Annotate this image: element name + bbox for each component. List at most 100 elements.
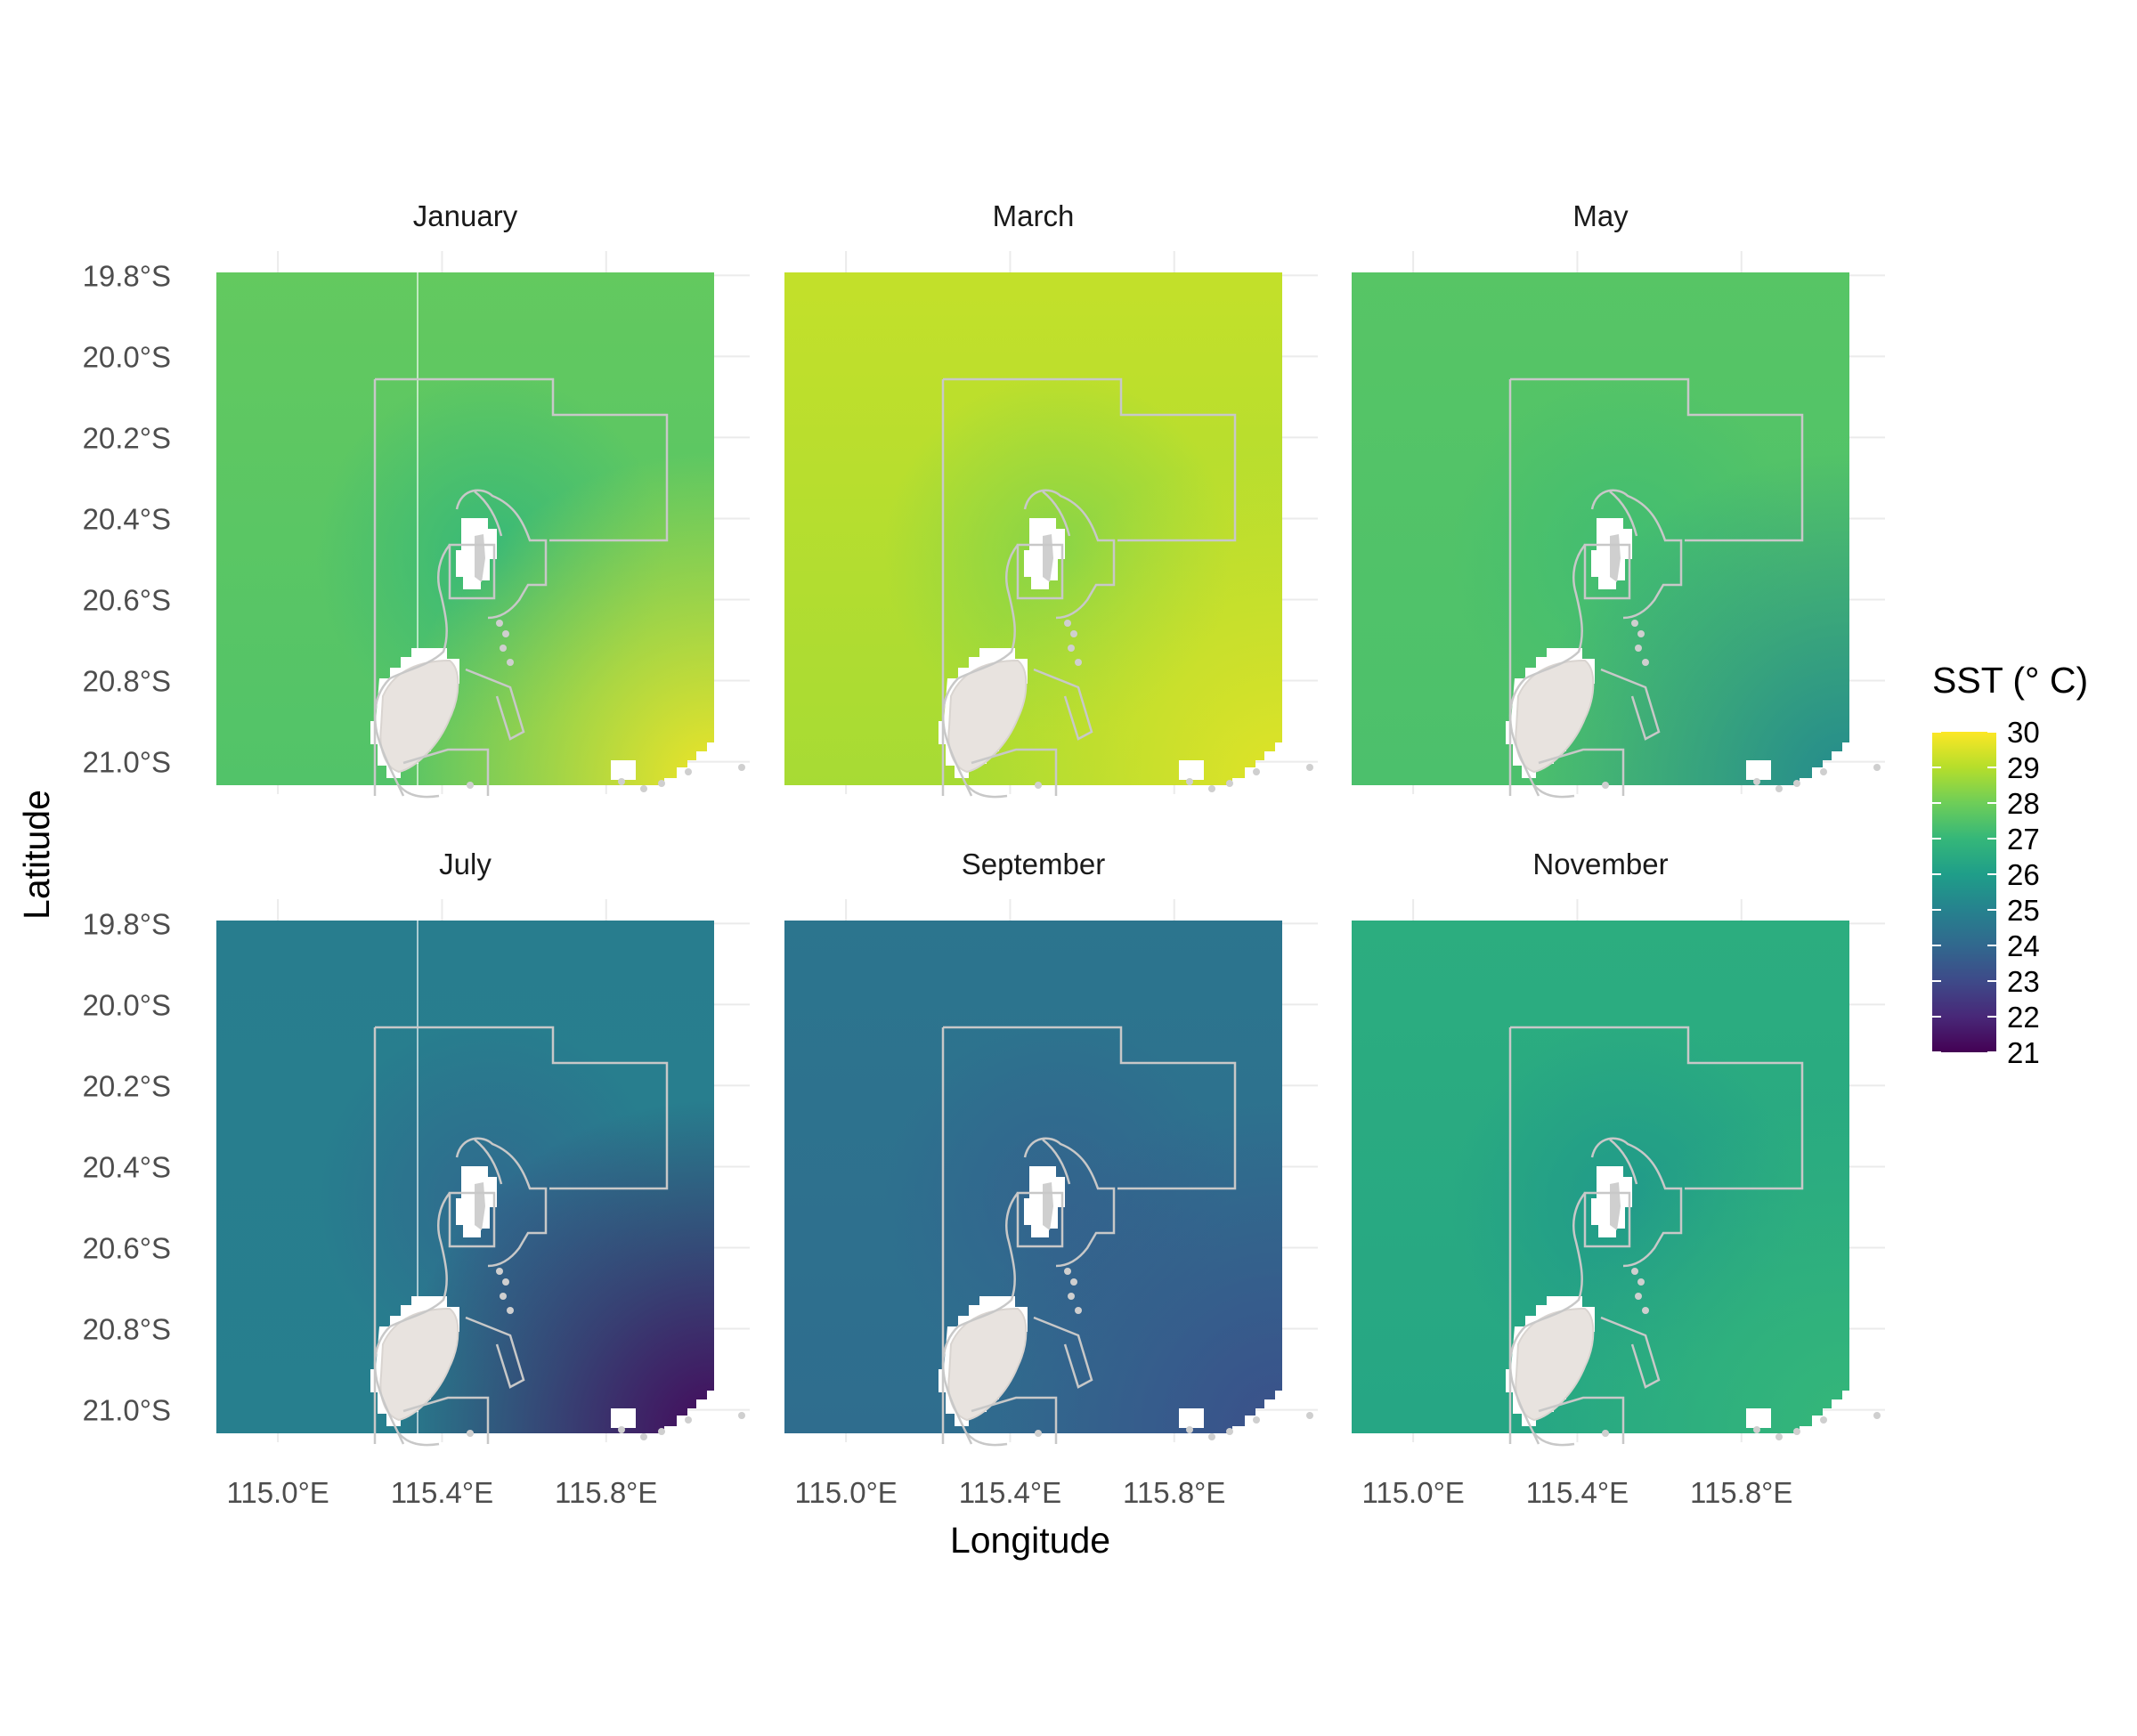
islets <box>1602 1268 1881 1440</box>
y-tick-label: 20.4°S <box>83 1150 171 1183</box>
islet <box>1306 764 1313 771</box>
zone-boundary <box>1600 1316 1661 1389</box>
islet <box>500 1293 507 1300</box>
marine-park-boundary <box>375 1026 669 1190</box>
land <box>938 1166 1204 1428</box>
zone-boundary <box>971 748 1058 796</box>
zone-boundary <box>398 1432 440 1447</box>
y-tick-label: 21.0°S <box>83 1394 171 1427</box>
zone-boundary <box>1023 1137 1116 1268</box>
islet <box>1068 1293 1075 1300</box>
islet <box>1064 1268 1071 1275</box>
boundaries <box>941 1026 1237 1447</box>
islet <box>467 782 474 789</box>
boundaries <box>941 377 1237 799</box>
islet <box>1820 1416 1827 1424</box>
y-tick-label: 20.6°S <box>83 583 171 616</box>
zone-boundary <box>1042 491 1071 537</box>
zone-boundary <box>448 1191 496 1248</box>
y-tick-label: 20.4°S <box>83 502 171 535</box>
islet <box>640 1433 647 1440</box>
islet <box>738 764 745 771</box>
zone-boundary <box>474 1139 503 1185</box>
zone-boundary <box>1016 543 1064 600</box>
islet-mask <box>611 760 636 780</box>
islet <box>1070 630 1077 637</box>
small-island-land <box>1043 1182 1053 1230</box>
legend-tick-label: 27 <box>2007 823 2040 856</box>
islet <box>1186 1426 1193 1433</box>
panel-title: January <box>413 199 518 232</box>
zone-boundary <box>373 1192 451 1445</box>
islet <box>1637 1278 1645 1286</box>
zone-boundary <box>966 784 1008 799</box>
islet <box>502 630 509 637</box>
islet-mask <box>1746 1408 1771 1428</box>
islet <box>467 1430 474 1437</box>
islet <box>1186 778 1193 785</box>
islet <box>1775 1433 1783 1440</box>
zone-boundary <box>1583 1191 1631 1248</box>
legend-tick-label: 22 <box>2007 1001 2040 1034</box>
boundaries <box>1508 1026 1804 1447</box>
x-tick-label: 115.8°E <box>555 1476 657 1509</box>
zone-boundary <box>1033 1316 1093 1389</box>
legend-tick-label: 21 <box>2007 1036 2040 1069</box>
y-tick-label: 20.6°S <box>83 1231 171 1264</box>
legend-tick-label: 29 <box>2007 751 2040 784</box>
legend-tick-label: 24 <box>2007 929 2040 962</box>
small-island-land <box>1610 1182 1621 1230</box>
zone-boundary <box>1533 784 1575 799</box>
islet <box>1642 1307 1649 1314</box>
legend-colorbar <box>1932 732 1996 1052</box>
y-tick-label: 20.0°S <box>83 988 171 1021</box>
islet-mask <box>1179 760 1204 780</box>
islet <box>685 1416 692 1424</box>
y-tick-label: 19.8°S <box>83 259 171 292</box>
islet <box>1226 780 1233 787</box>
islets <box>1035 620 1313 792</box>
islet <box>1208 785 1215 792</box>
zone-boundary <box>1538 1396 1625 1444</box>
zone-boundary <box>1533 1432 1575 1447</box>
islet <box>1873 764 1881 771</box>
islet <box>640 785 647 792</box>
y-tick-label: 20.2°S <box>83 1069 171 1102</box>
zone-boundary <box>402 1396 490 1444</box>
y-tick-label: 20.8°S <box>83 665 171 698</box>
marine-park-boundary <box>375 377 669 542</box>
islet <box>502 1278 509 1286</box>
islet <box>1631 620 1638 627</box>
y-tick-label: 21.0°S <box>83 746 171 779</box>
panel-november: November <box>1352 848 1885 1447</box>
panel-march: March <box>784 199 1318 799</box>
y-tick-label: 20.8°S <box>83 1313 171 1346</box>
panel-title: July <box>439 848 492 880</box>
zone-boundary <box>1538 748 1625 796</box>
islet <box>1635 1293 1642 1300</box>
islet <box>1873 1412 1881 1419</box>
panel-may: May <box>1352 199 1885 799</box>
y-axis-title: Latitude <box>16 790 57 920</box>
zone-boundary <box>941 1192 1019 1445</box>
islet <box>658 1428 665 1435</box>
land <box>1506 1166 1771 1428</box>
islet <box>1631 1268 1638 1275</box>
legend-tick-label: 26 <box>2007 858 2040 891</box>
zone-boundary <box>465 1316 525 1389</box>
zone-boundary <box>1033 668 1093 741</box>
zone-boundary <box>1590 1137 1683 1268</box>
zone-boundary <box>1609 1139 1638 1185</box>
boundaries <box>1508 377 1804 799</box>
islet <box>496 620 503 627</box>
zone-boundary <box>1609 491 1638 537</box>
islet <box>496 1268 503 1275</box>
islet <box>1635 645 1642 652</box>
panel-title: May <box>1572 199 1629 232</box>
panel-title: November <box>1532 848 1668 880</box>
islet <box>1602 1430 1609 1437</box>
islet <box>1070 1278 1077 1286</box>
islets <box>1035 1268 1313 1440</box>
